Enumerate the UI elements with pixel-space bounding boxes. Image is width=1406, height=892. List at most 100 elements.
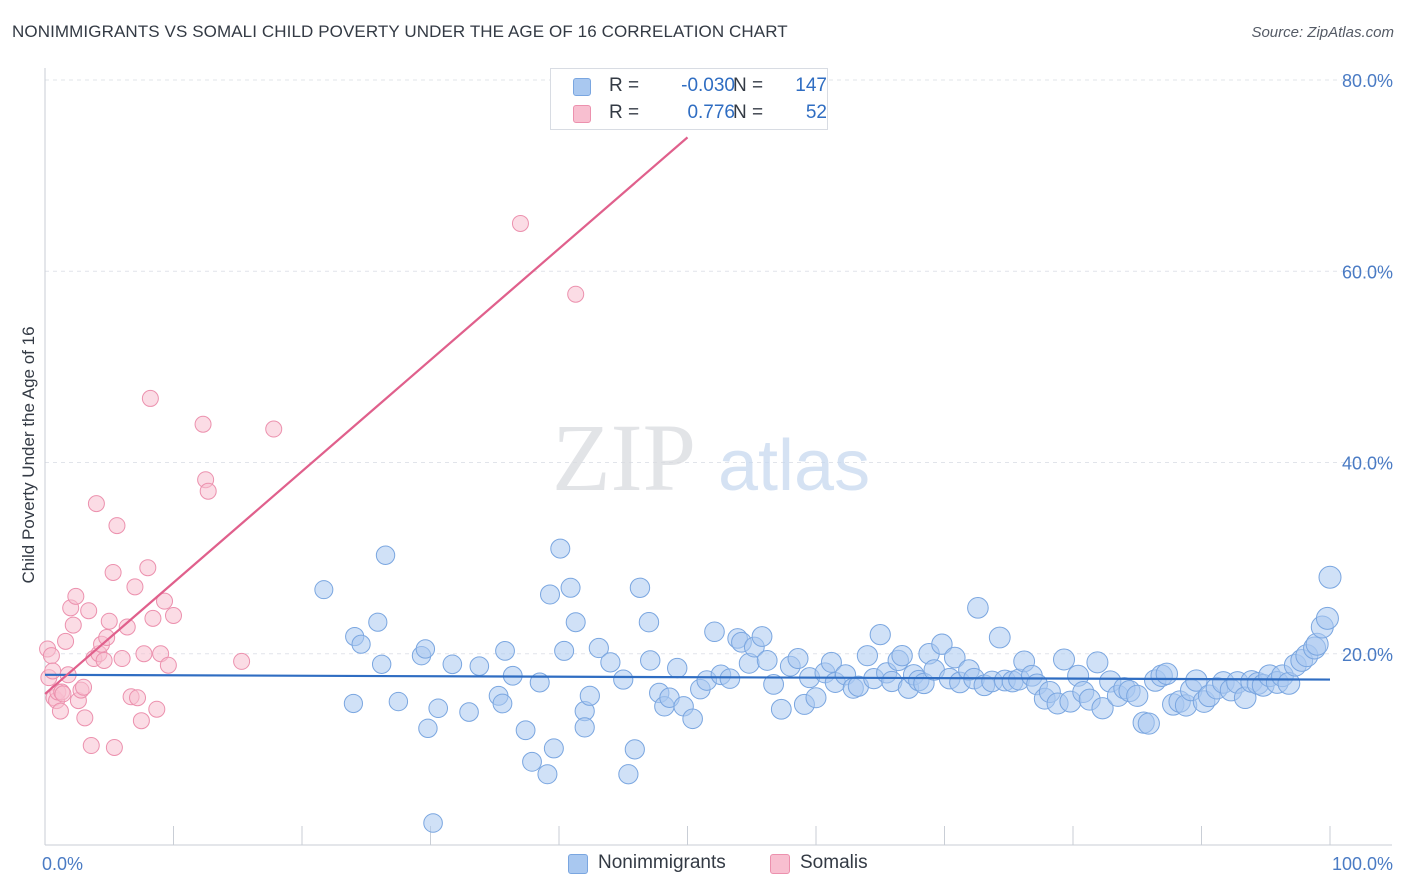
data-point <box>57 632 75 650</box>
data-point <box>751 626 773 647</box>
trend-lines <box>44 136 1331 695</box>
data-point <box>351 634 371 654</box>
data-point <box>418 718 438 739</box>
data-point <box>820 651 842 673</box>
data-point <box>428 698 449 719</box>
legend-n-value: 147 <box>795 75 827 96</box>
data-point <box>574 717 595 738</box>
data-point <box>139 559 157 577</box>
legend-n-value: 52 <box>805 102 827 123</box>
y-tick-labels: 20.0% 40.0% 60.0% 80.0% <box>1342 71 1393 665</box>
bottom-legend-label: Somalis <box>800 852 868 873</box>
data-point <box>165 607 182 624</box>
data-point <box>1091 697 1114 720</box>
data-point <box>80 602 98 620</box>
data-point <box>148 700 166 718</box>
data-point <box>469 656 490 676</box>
data-point <box>76 709 94 727</box>
data-point <box>1185 669 1208 692</box>
data-point <box>194 415 212 433</box>
data-point <box>756 650 778 671</box>
data-point <box>51 702 69 720</box>
data-point <box>1126 684 1149 707</box>
x-tick-labels: 0.0% 100.0% <box>42 854 1393 874</box>
y-axis-label: Child Poverty Under the Age of 16 <box>19 326 38 583</box>
gridlines <box>45 79 1392 655</box>
data-point <box>67 587 85 605</box>
data-point <box>588 637 609 659</box>
stats-legend: R = -0.030 N = 147 R = 0.776 N = 52 <box>550 68 828 130</box>
data-point <box>869 624 891 646</box>
data-point <box>144 609 162 627</box>
data-point <box>1315 606 1339 630</box>
data-point <box>265 420 283 438</box>
data-point <box>141 389 159 407</box>
data-point <box>667 657 688 679</box>
data-point <box>129 689 147 707</box>
data-point <box>719 668 741 689</box>
data-point <box>567 285 585 303</box>
data-point <box>554 640 575 661</box>
legend-r-label: R = <box>609 75 640 96</box>
data-point <box>856 645 879 667</box>
data-point <box>638 611 660 633</box>
data-point <box>371 654 392 674</box>
data-point <box>388 691 409 712</box>
legend-swatch-nonimmigrants <box>573 78 591 96</box>
legend-n-label: N = <box>733 75 764 96</box>
data-point <box>515 720 536 741</box>
data-point <box>95 651 113 669</box>
data-point <box>233 652 251 670</box>
data-point <box>550 538 571 559</box>
data-point <box>543 738 564 759</box>
data-point <box>1086 651 1109 674</box>
data-point <box>442 654 463 675</box>
data-point <box>343 693 363 714</box>
data-point <box>495 640 515 661</box>
data-point <box>763 673 784 695</box>
data-point <box>423 813 443 833</box>
bottom-legend-label: Nonimmigrants <box>598 852 726 873</box>
data-point <box>108 517 126 535</box>
data-point <box>704 621 725 643</box>
data-point <box>522 751 542 772</box>
data-point <box>126 578 144 596</box>
data-point <box>640 650 661 671</box>
data-point <box>44 662 62 680</box>
data-point <box>943 646 966 669</box>
watermark-zip: ZIP <box>552 404 696 511</box>
data-point <box>118 618 136 636</box>
legend-n-label: N = <box>733 102 764 123</box>
data-point <box>100 612 118 630</box>
data-point <box>314 580 334 600</box>
data-point <box>135 645 153 663</box>
x-tick-label: 100.0% <box>1332 854 1393 874</box>
data-point <box>199 482 217 500</box>
data-point <box>375 545 396 565</box>
data-point <box>600 652 621 673</box>
y-tick-label: 80.0% <box>1342 71 1393 91</box>
data-point <box>613 669 634 690</box>
data-point <box>624 739 645 760</box>
data-point <box>75 678 93 696</box>
series-somalis <box>39 214 585 756</box>
data-point <box>988 626 1011 649</box>
data-point <box>560 577 581 598</box>
y-tick-label: 60.0% <box>1342 262 1393 282</box>
data-point <box>459 702 479 722</box>
data-point <box>368 612 388 632</box>
watermark-atlas: atlas <box>718 426 870 506</box>
data-point <box>415 639 436 659</box>
data-point <box>931 633 953 655</box>
data-point <box>682 708 703 730</box>
data-point <box>891 644 913 667</box>
data-point <box>113 650 131 668</box>
watermark: ZIP atlas <box>552 404 870 511</box>
data-point <box>1137 712 1160 735</box>
data-point <box>967 597 989 619</box>
data-point <box>1155 662 1179 686</box>
data-point <box>618 764 639 785</box>
data-point <box>82 737 100 755</box>
trend-line-somalis <box>44 136 689 695</box>
